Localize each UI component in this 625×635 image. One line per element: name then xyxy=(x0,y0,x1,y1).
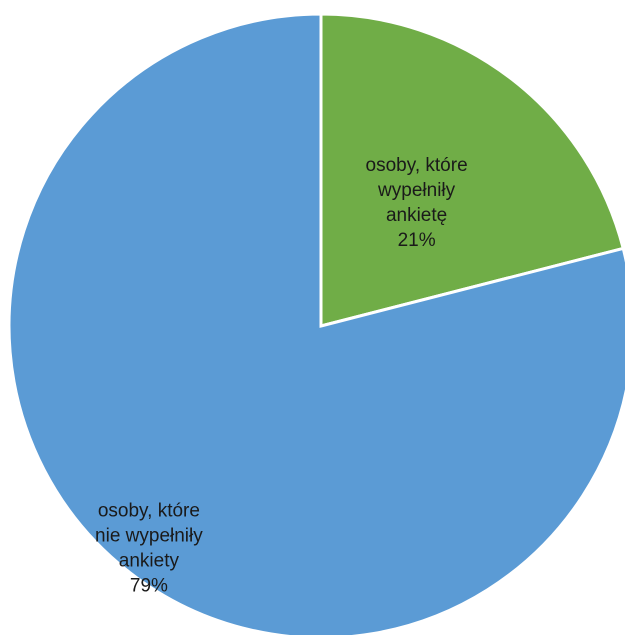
pie-data-label-1: osoby, które nie wypełniły ankiety 79% xyxy=(95,500,203,596)
pie-label-line: nie wypełniły xyxy=(95,525,203,546)
pie-label-line: ankiety xyxy=(119,550,180,571)
pie-data-label-0: osoby, które wypełniły ankietę 21% xyxy=(366,155,468,251)
pie-slice-1 xyxy=(7,12,625,635)
pie-slices xyxy=(7,12,625,635)
pie-label-line: osoby, które xyxy=(98,500,200,521)
pie-label-percent: 79% xyxy=(130,575,168,596)
pie-label-line: wypełniły xyxy=(377,180,456,201)
pie-data-labels: osoby, które wypełniły ankietę 21%osoby, kt… xyxy=(95,155,468,596)
pie-slice-0 xyxy=(319,12,625,328)
pie-label-percent: 21% xyxy=(398,230,436,251)
pie-label-line: ankietę xyxy=(386,205,447,226)
pie-label-line: osoby, które xyxy=(366,155,468,176)
